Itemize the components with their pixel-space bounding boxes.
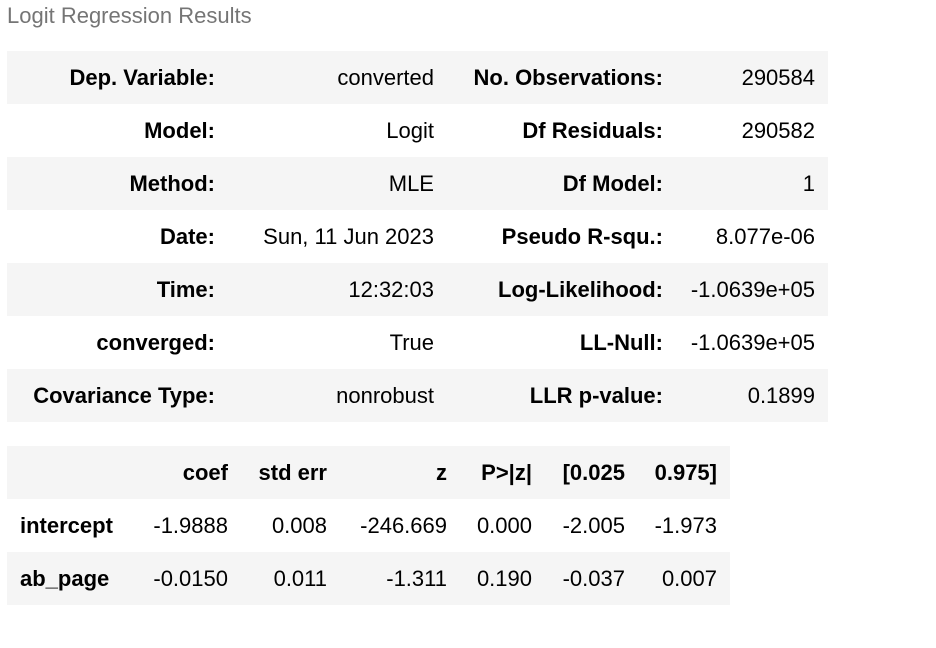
summary-label: Log-Likelihood: [498,276,663,302]
coef-cell: 0.011 [273,565,327,591]
coef-row-intercept: intercept -1.9888 0.008 -246.669 0.000 -… [7,499,730,552]
summary-value: True [389,329,434,355]
summary-label: LL-Null: [579,329,663,355]
coef-cell: -1.973 [654,512,717,538]
summary-value: 0.1899 [747,382,815,408]
column-header-z: z [436,459,447,485]
summary-label: LLR p-value: [529,382,663,408]
column-header-blank [7,446,135,499]
summary-value: 1 [802,170,815,196]
coef-cell: -0.037 [562,565,625,591]
summary-value: 12:32:03 [348,276,434,302]
summary-row-covariance: Covariance Type: nonrobust LLR p-value: … [7,369,828,422]
coef-cell: -0.0150 [153,565,228,591]
summary-value: -1.0639e+05 [690,329,815,355]
coef-row-label: ab_page [20,565,110,591]
summary-row-model: Model: Logit Df Residuals: 290582 [7,104,828,157]
coefficients-table: coef std err z P>|z| [0.025 0.975] inter… [7,446,730,605]
summary-value: 290582 [741,117,815,143]
summary-label: Model: [144,117,215,143]
summary-value: 290584 [741,64,815,90]
summary-value: -1.0639e+05 [690,276,815,302]
summary-label: converged: [96,329,215,355]
column-header-ci-upper: 0.975] [654,459,717,485]
summary-label: Covariance Type: [33,382,215,408]
summary-label: Time: [156,276,215,302]
column-header-coef: coef [182,459,228,485]
summary-label: Date: [159,223,215,249]
coef-cell: -1.311 [386,565,447,591]
coef-cell: 0.000 [476,512,532,538]
summary-value: Sun, 11 Jun 2023 [263,223,434,249]
coef-cell: 0.190 [476,565,532,591]
summary-row-converged: converged: True LL-Null: -1.0639e+05 [7,316,828,369]
summary-row-dep-variable: Dep. Variable: converted No. Observation… [7,51,828,104]
summary-row-method: Method: MLE Df Model: 1 [7,157,828,210]
column-header-p-value: P>|z| [481,459,532,485]
summary-value: nonrobust [336,382,434,408]
summary-value: Logit [386,117,434,143]
summary-label: No. Observations: [473,64,663,90]
summary-value: 8.077e-06 [715,223,815,249]
coef-cell: -2.005 [562,512,625,538]
coef-row-label: intercept [20,512,113,538]
summary-label: Pseudo R-squ.: [501,223,663,249]
coef-cell: 0.008 [271,512,327,538]
summary-label: Dep. Variable: [69,64,215,90]
column-header-std-err: std err [258,459,327,485]
coef-header-row: coef std err z P>|z| [0.025 0.975] [7,446,730,499]
summary-label: Method: [129,170,215,196]
summary-label: Df Residuals: [522,117,663,143]
coef-cell: -246.669 [360,512,447,538]
table-caption: Logit Regression Results [7,3,252,28]
coef-cell: 0.007 [661,565,717,591]
coef-row-ab-page: ab_page -0.0150 0.011 -1.311 0.190 -0.03… [7,552,730,605]
summary-value: MLE [388,170,434,196]
model-summary-table: Dep. Variable: converted No. Observation… [7,51,828,422]
summary-row-date: Date: Sun, 11 Jun 2023 Pseudo R-squ.: 8.… [7,210,828,263]
coef-cell: -1.9888 [153,512,228,538]
column-header-ci-lower: [0.025 [562,459,625,485]
summary-row-time: Time: 12:32:03 Log-Likelihood: -1.0639e+… [7,263,828,316]
summary-value: converted [337,64,434,90]
summary-label: Df Model: [562,170,663,196]
